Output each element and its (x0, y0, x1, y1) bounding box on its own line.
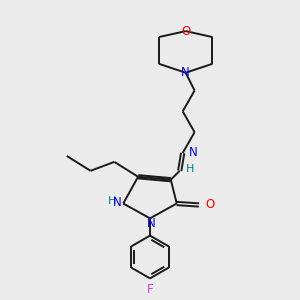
Text: O: O (181, 25, 190, 38)
Text: H: H (186, 164, 194, 174)
Text: H: H (107, 196, 116, 206)
Text: N: N (189, 146, 198, 160)
Text: O: O (206, 199, 215, 212)
Text: N: N (113, 196, 122, 208)
Text: N: N (147, 217, 156, 230)
Text: F: F (147, 283, 153, 296)
Text: N: N (181, 66, 190, 79)
